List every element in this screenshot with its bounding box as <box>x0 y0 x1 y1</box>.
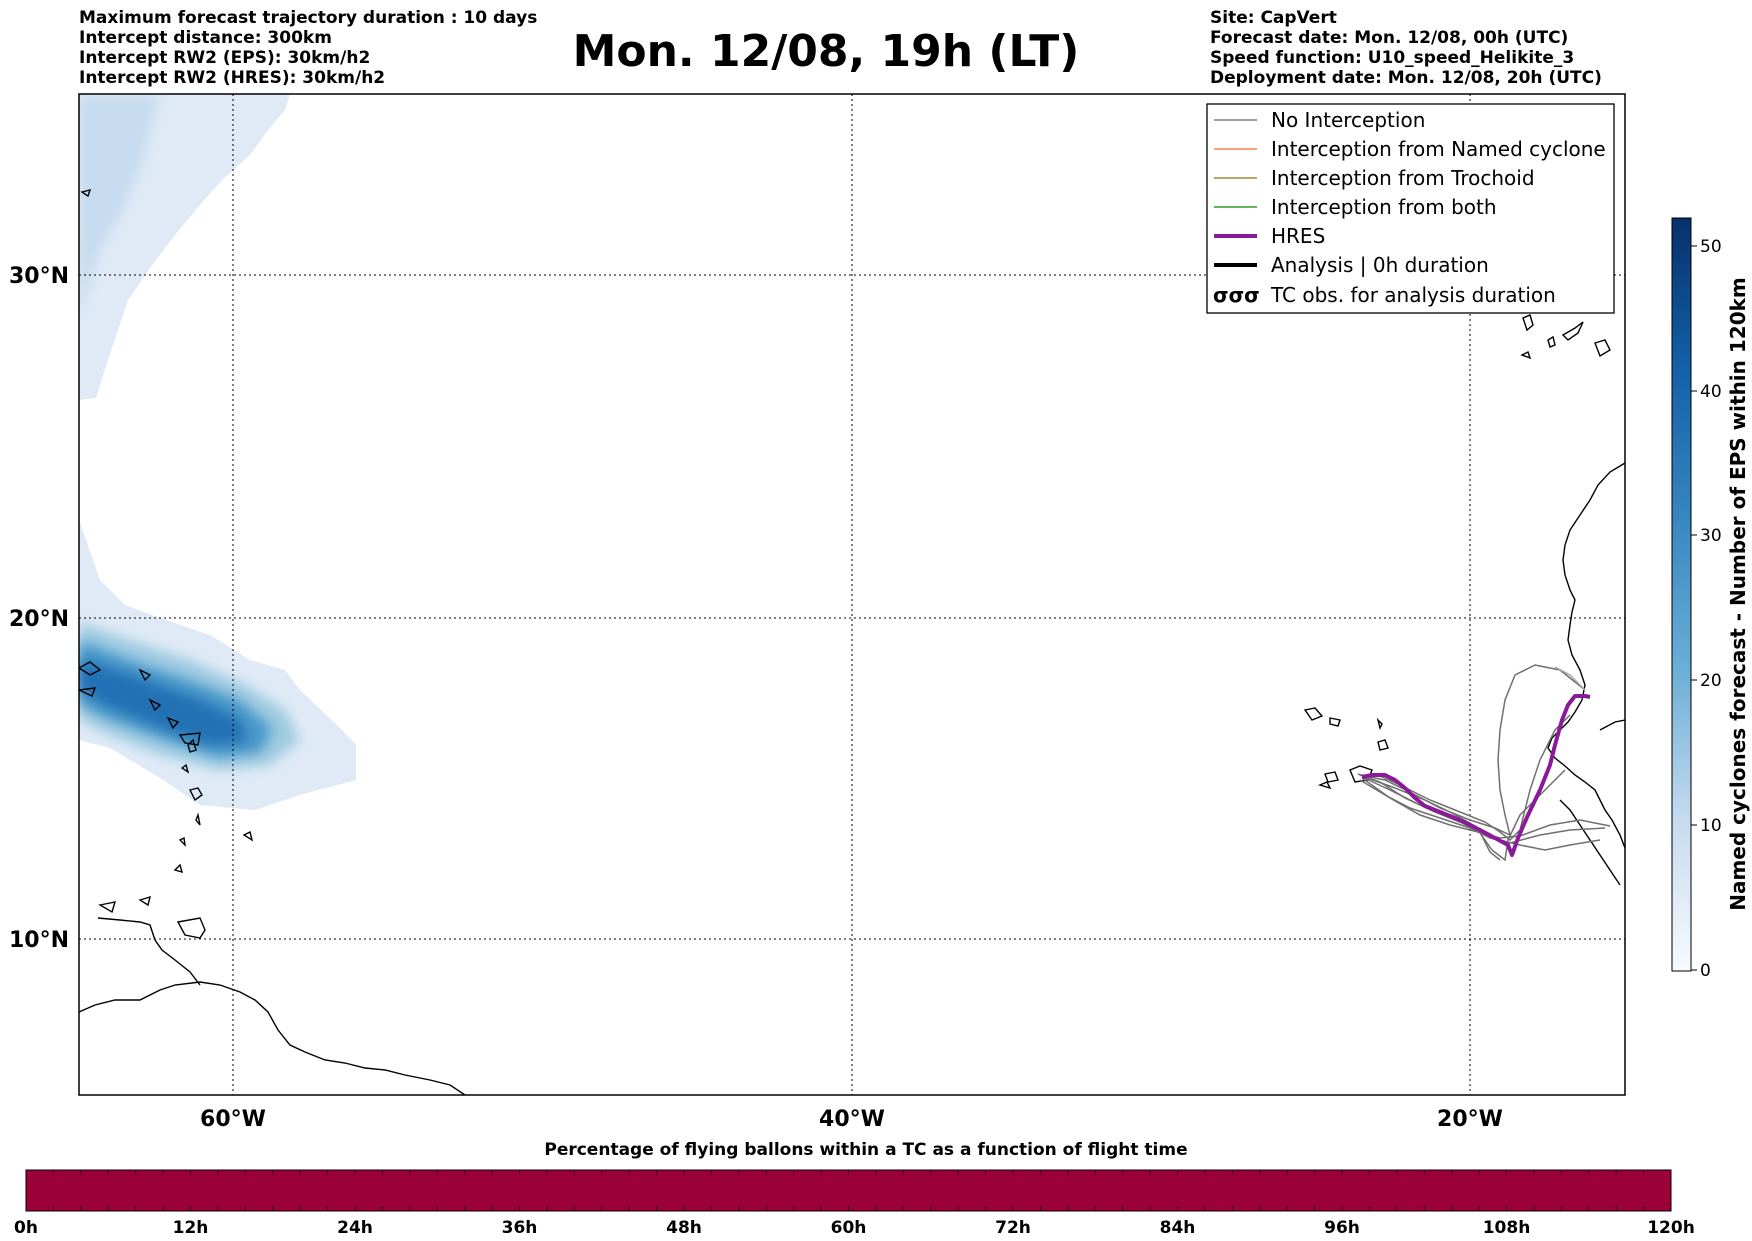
bottom-bar-tick-label: 24h <box>337 1218 373 1238</box>
header-left-line: Intercept distance: 300km <box>79 28 332 48</box>
bottom-bar-tick-label: 36h <box>502 1218 538 1238</box>
colorbar-tick: 50 <box>1700 237 1722 257</box>
page-title-text: Mon. 12/08, 19h (LT) <box>572 26 1080 77</box>
bottom-bar-ticks: 0h 12h 24h 36h 48h 60h 72h 84h 96h 108h 120h <box>14 1218 1695 1238</box>
coast-bermuda-area <box>80 189 92 198</box>
lon-label-20: 20°W <box>1437 1107 1503 1132</box>
legend-label: No Interception <box>1271 108 1425 132</box>
coast-venezuela-bay <box>97 917 201 986</box>
bottom-bar-tick-label: 48h <box>666 1218 702 1238</box>
colorbar-title: Named cyclones forecast - Number of EPS … <box>1726 277 1750 911</box>
colorbar-tick: 40 <box>1700 382 1722 402</box>
trajectory-line <box>1554 666 1586 691</box>
lat-label-30: 30°N <box>9 264 69 289</box>
coastlines <box>79 189 1625 1095</box>
legend-box <box>1206 103 1615 314</box>
bottom-bar-tick-label: 120h <box>1647 1218 1695 1238</box>
header-right-line: Site: CapVert <box>1210 8 1337 28</box>
legend-label: Interception from Trochoid <box>1271 166 1535 190</box>
bottom-bar-tick-label: 72h <box>995 1218 1031 1238</box>
bottom-bar <box>25 1169 1672 1212</box>
hres-trajectory <box>1361 694 1591 857</box>
header-right-line: Deployment date: Mon. 12/08, 20h (UTC) <box>1210 68 1602 88</box>
legend-label: HRES <box>1271 224 1325 248</box>
bottom-bar-tick-label: 96h <box>1324 1218 1360 1238</box>
density-plume-north-inner <box>79 96 160 320</box>
bottom-bar-tick-label: 108h <box>1483 1218 1531 1238</box>
legend-label: Analysis | 0h duration <box>1271 253 1489 277</box>
header-right-line: Forecast date: Mon. 12/08, 00h (UTC) <box>1210 28 1569 48</box>
bottom-bar-tick-label: 60h <box>831 1218 867 1238</box>
coast-guinea <box>1559 799 1621 886</box>
colorbar-tick: 30 <box>1700 526 1722 546</box>
header-left: Maximum forecast trajectory duration : 1… <box>79 8 537 88</box>
coast-trinidad <box>176 917 206 939</box>
page-title: Mon. 12/08, 19h (LT) <box>0 22 1752 82</box>
lon-label-60: 60°W <box>200 1107 266 1132</box>
header-right-line: Speed function: U10_speed_Helikite_3 <box>1210 48 1575 68</box>
legend-label: Interception from both <box>1271 195 1497 219</box>
colorbar-tick: 20 <box>1700 671 1722 691</box>
lon-label-40: 40°W <box>819 1107 885 1132</box>
coast-cape-verde <box>1303 707 1389 790</box>
colorbar: 0 10 20 30 40 50 Named cyclones forecast… <box>1671 217 1750 981</box>
legend-label: TC obs. for analysis duration <box>1270 283 1556 307</box>
tc-obs-symbol-icon: σσσ <box>1213 283 1260 307</box>
header-right: Site: CapVert Forecast date: Mon. 12/08,… <box>1210 8 1602 88</box>
bottom-bar-tick-label: 84h <box>1160 1218 1196 1238</box>
bottom-bar-fill <box>25 1169 1672 1212</box>
density-core-dark <box>79 658 248 745</box>
header-left-line: Maximum forecast trajectory duration : 1… <box>79 8 538 28</box>
coast-africa <box>1547 462 1625 849</box>
bottom-bar-tick-label: 12h <box>173 1218 209 1238</box>
colorbar-tick: 10 <box>1700 816 1722 836</box>
coast-south-america <box>79 981 466 1095</box>
legend-label: Interception from Named cyclone <box>1271 137 1606 161</box>
coast-caribbean-islands <box>79 661 254 842</box>
bottom-bar-title: Percentage of flying ballons within a TC… <box>544 1140 1187 1160</box>
colorbar-tick: 0 <box>1700 961 1711 981</box>
bottom-bar-tick-label: 0h <box>14 1218 38 1238</box>
lat-label-10: 10°N <box>9 928 69 953</box>
cyclone-density-field <box>79 94 356 810</box>
header-left-line: Intercept RW2 (HRES): 30km/h2 <box>79 68 386 88</box>
header-left-line: Intercept RW2 (EPS): 30km/h2 <box>79 48 371 68</box>
lat-label-20: 20°N <box>9 607 69 632</box>
coast-canary-islands <box>1520 314 1611 360</box>
coast-lesser-antilles <box>98 738 203 914</box>
map-border <box>78 93 1626 1096</box>
colorbar-gradient <box>1671 217 1692 972</box>
legend: No Interception Interception from Named … <box>1206 103 1615 314</box>
coast-africa-inlet <box>1599 719 1625 731</box>
